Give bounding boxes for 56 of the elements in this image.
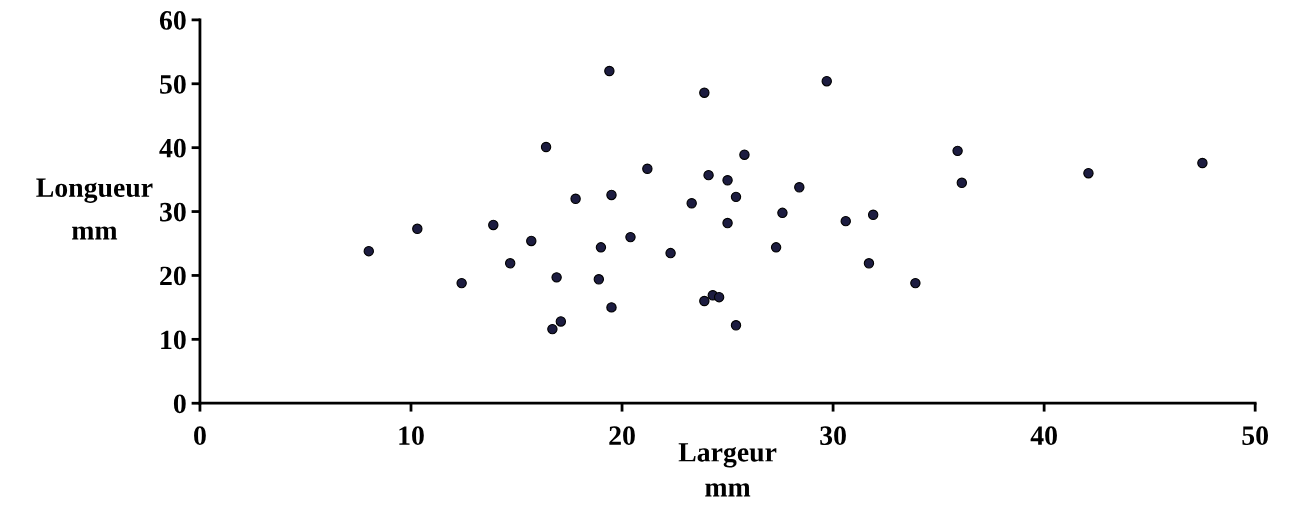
point — [555, 316, 567, 327]
point — [699, 87, 710, 98]
point — [956, 177, 968, 189]
point — [412, 223, 423, 235]
point — [794, 182, 805, 193]
point — [1197, 157, 1208, 169]
y-tick-label: 0 — [173, 394, 186, 414]
point — [547, 323, 558, 335]
point — [686, 198, 697, 209]
x-tick-label: 0 — [194, 426, 206, 445]
point — [488, 219, 499, 231]
point — [770, 242, 782, 253]
point — [551, 272, 562, 283]
point — [1083, 168, 1094, 179]
point — [777, 207, 788, 219]
point — [739, 149, 750, 160]
point — [665, 247, 676, 259]
point — [910, 277, 921, 289]
point — [625, 231, 636, 243]
point — [730, 191, 742, 203]
point — [713, 291, 725, 303]
point — [722, 175, 733, 186]
point — [642, 163, 653, 174]
point — [540, 141, 552, 153]
y-axis-title: Longueur mm — [36, 178, 153, 240]
x-tick-label: 40 — [1030, 426, 1057, 445]
x-axis-title: Largeur mm — [678, 443, 777, 497]
point — [722, 217, 733, 229]
point — [821, 75, 832, 87]
y-tick-label: 10 — [161, 330, 186, 350]
point — [456, 277, 467, 289]
point — [703, 169, 714, 181]
point — [606, 189, 617, 201]
point — [606, 302, 617, 313]
point — [504, 258, 516, 269]
point — [867, 209, 879, 220]
point — [730, 320, 742, 331]
point — [840, 215, 851, 227]
point — [604, 65, 615, 77]
point — [699, 295, 710, 307]
point — [863, 258, 875, 269]
y-tick-label: 40 — [159, 138, 186, 158]
y-tick-label: 20 — [160, 266, 186, 286]
point — [593, 274, 605, 285]
y-tick-label: 30 — [160, 202, 186, 222]
point — [595, 242, 607, 253]
x-tick-label: 30 — [820, 426, 846, 445]
y-tick-label: 60 — [159, 11, 186, 30]
x-tick-label: 50 — [1242, 426, 1268, 445]
point — [363, 245, 374, 257]
point — [526, 235, 537, 247]
point — [952, 145, 963, 157]
y-tick-label: 50 — [160, 74, 186, 94]
point — [570, 193, 581, 204]
x-tick-label: 10 — [399, 426, 424, 445]
x-tick-label: 20 — [609, 426, 635, 445]
